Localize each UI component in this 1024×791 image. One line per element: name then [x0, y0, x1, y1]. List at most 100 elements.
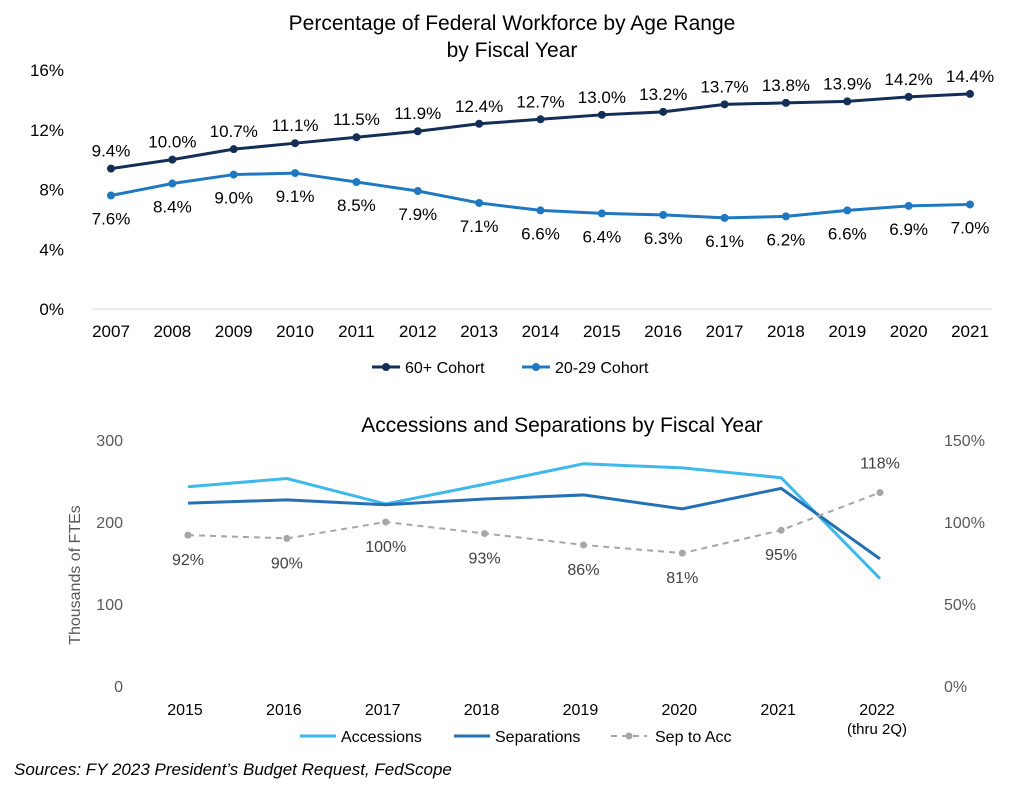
- series-line-separations: [187, 486, 881, 561]
- x-tick-label: 2007: [92, 322, 130, 341]
- legend-label: Sep to Acc: [655, 729, 732, 746]
- series-line-accessions: [187, 462, 882, 580]
- y2-tick-label: 0%: [944, 679, 967, 696]
- x-tick-label: 2012: [399, 322, 437, 341]
- chart-title: Accessions and Separations by Fiscal Yea…: [361, 414, 763, 437]
- x-tick-label: 2017: [706, 322, 744, 341]
- data-label: 6.9%: [889, 220, 928, 239]
- data-point: [904, 92, 913, 101]
- x-tick-label: 2018: [767, 322, 805, 341]
- data-point: [597, 209, 606, 218]
- data-label: 6.6%: [521, 224, 560, 243]
- y-tick-label: 4%: [39, 240, 64, 259]
- data-point: [475, 119, 484, 128]
- y-tick-label: 12%: [30, 121, 64, 140]
- data-point: [291, 169, 300, 178]
- series-line-sep-to-acc: [187, 491, 881, 555]
- data-point: [352, 178, 361, 187]
- data-label: 93%: [469, 550, 501, 567]
- x-tick-label: 2020: [890, 322, 928, 341]
- y-tick-label: 200: [96, 515, 123, 532]
- data-point: [352, 133, 361, 142]
- y-tick-label: 8%: [39, 181, 64, 200]
- data-point: [843, 97, 852, 106]
- legend-label: 60+ Cohort: [405, 360, 485, 377]
- data-label: 13.0%: [578, 88, 626, 107]
- data-label: 8.4%: [153, 198, 192, 217]
- chart-subtitle: by Fiscal Year: [447, 39, 578, 62]
- data-label: 118%: [860, 455, 900, 472]
- legend-label: 20-29 Cohort: [555, 360, 649, 377]
- x-tick-label: 2008: [153, 322, 191, 341]
- data-label: 7.9%: [398, 205, 437, 224]
- data-label: 7.0%: [951, 218, 990, 237]
- data-label: 11.9%: [394, 104, 441, 123]
- data-point: [579, 541, 587, 549]
- data-label: 6.1%: [705, 232, 744, 251]
- data-label: 14.4%: [946, 67, 994, 86]
- data-point: [184, 531, 192, 539]
- legend-marker: [382, 363, 390, 371]
- x-tick-label: 2009: [215, 322, 253, 341]
- data-point: [781, 212, 790, 221]
- y-tick-label: 0%: [39, 300, 64, 319]
- y-tick-label: 16%: [30, 61, 64, 80]
- data-point: [413, 127, 422, 136]
- data-point: [481, 529, 489, 537]
- chart-title: Percentage of Federal Workforce by Age R…: [289, 12, 736, 35]
- data-label: 92%: [172, 552, 204, 569]
- data-label: 100%: [365, 539, 406, 556]
- data-label: 8.5%: [337, 196, 376, 215]
- x-tick-label: 2014: [522, 322, 560, 341]
- x-tick-label: 2010: [276, 322, 314, 341]
- data-point: [966, 200, 974, 209]
- y-axis-title: Thousands of FTEs: [67, 505, 84, 645]
- data-point: [777, 526, 785, 534]
- data-point: [781, 98, 790, 107]
- data-label: 7.1%: [460, 217, 499, 236]
- data-point: [966, 89, 974, 98]
- x-tick-label: 2016: [266, 702, 302, 719]
- x-tick-label: 2021: [760, 702, 796, 719]
- data-point: [720, 100, 729, 109]
- data-point: [475, 198, 484, 207]
- y2-tick-label: 150%: [944, 433, 985, 450]
- data-label: 7.6%: [92, 209, 131, 228]
- data-label: 9.0%: [214, 189, 253, 208]
- data-label: 6.3%: [644, 229, 683, 248]
- x-tick-label: 2019: [828, 322, 866, 341]
- data-point: [536, 115, 545, 124]
- legend-marker: [625, 732, 633, 740]
- data-point: [283, 534, 291, 542]
- data-point: [659, 107, 668, 116]
- data-label: 11.1%: [272, 116, 319, 135]
- x-tick-label: 2019: [563, 702, 599, 719]
- data-label: 9.1%: [276, 187, 315, 206]
- source-note: Sources: FY 2023 President’s Budget Requ…: [14, 760, 452, 779]
- x-tick-label: 2015: [583, 322, 621, 341]
- data-point: [678, 549, 686, 557]
- legend-marker: [532, 363, 540, 371]
- data-label: 12.7%: [516, 92, 564, 111]
- legend-label: Separations: [495, 729, 580, 746]
- data-label: 13.2%: [639, 85, 687, 104]
- x-tick-label: 2011: [338, 322, 375, 341]
- data-label: 13.8%: [762, 76, 810, 95]
- data-label: 13.9%: [823, 74, 871, 93]
- data-label: 10.0%: [148, 133, 196, 152]
- age-range-chart: Percentage of Federal Workforce by Age R…: [30, 12, 994, 377]
- data-point: [229, 145, 238, 154]
- data-point: [291, 139, 300, 148]
- x-tick-label: 2017: [365, 702, 401, 719]
- data-point: [876, 488, 884, 496]
- x-tick-label: 2018: [464, 702, 500, 719]
- data-label: 6.6%: [828, 224, 867, 243]
- x-tick-label: 2020: [661, 702, 697, 719]
- data-label: 11.5%: [333, 110, 380, 129]
- x-tick-label: 2022: [859, 702, 895, 719]
- data-point: [382, 518, 390, 526]
- data-point: [843, 206, 852, 215]
- data-label: 10.7%: [210, 122, 258, 141]
- data-label: 95%: [765, 547, 797, 564]
